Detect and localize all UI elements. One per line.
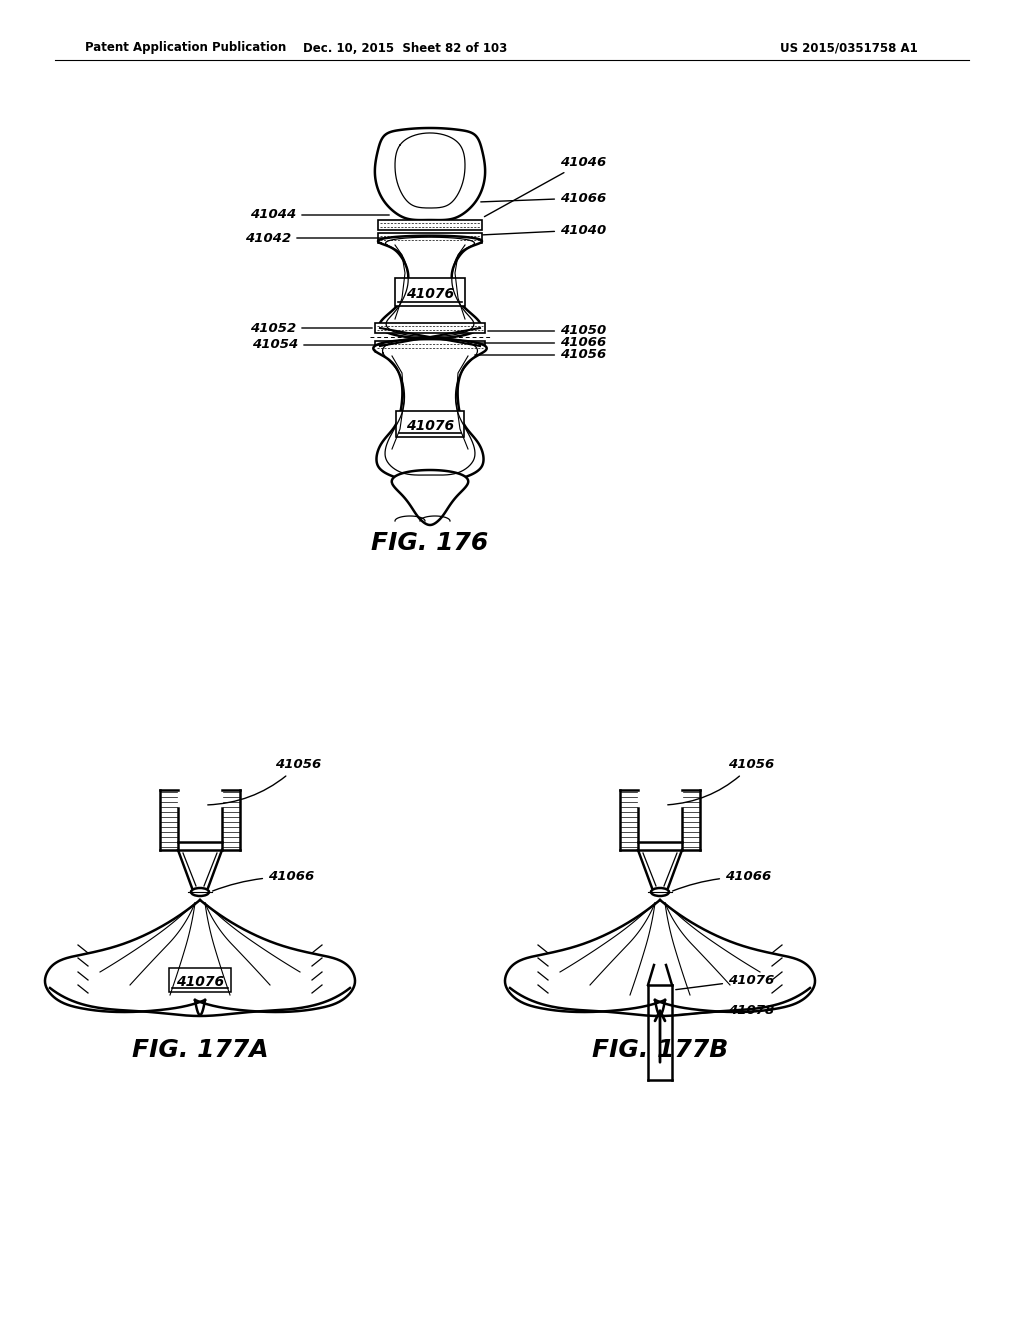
Polygon shape [375, 323, 485, 333]
Ellipse shape [651, 888, 669, 896]
Text: 41076: 41076 [406, 286, 454, 301]
Text: Dec. 10, 2015  Sheet 82 of 103: Dec. 10, 2015 Sheet 82 of 103 [303, 41, 507, 54]
Polygon shape [375, 341, 485, 351]
Text: 41042: 41042 [245, 231, 389, 244]
Text: 41056: 41056 [668, 759, 774, 805]
Text: 41076: 41076 [676, 974, 774, 990]
Text: FIG. 177A: FIG. 177A [132, 1038, 268, 1063]
Text: 41076: 41076 [176, 975, 224, 989]
Polygon shape [378, 236, 482, 338]
Text: 41076: 41076 [406, 418, 454, 433]
FancyBboxPatch shape [169, 968, 231, 993]
Text: 41066: 41066 [475, 337, 606, 350]
Polygon shape [375, 128, 485, 220]
Polygon shape [378, 220, 482, 230]
Text: 41066: 41066 [673, 870, 771, 891]
Text: 41066: 41066 [481, 191, 606, 205]
Text: 41044: 41044 [250, 209, 389, 222]
Text: 41056: 41056 [208, 759, 322, 805]
Text: Patent Application Publication: Patent Application Publication [85, 41, 287, 54]
Polygon shape [374, 339, 486, 483]
Text: 41056: 41056 [475, 348, 606, 362]
Text: 41046: 41046 [484, 156, 606, 216]
Text: FIG. 176: FIG. 176 [372, 531, 488, 554]
FancyBboxPatch shape [396, 411, 464, 437]
Text: 41052: 41052 [250, 322, 373, 334]
Ellipse shape [191, 888, 209, 896]
Text: US 2015/0351758 A1: US 2015/0351758 A1 [780, 41, 918, 54]
Text: 41040: 41040 [482, 223, 606, 236]
Polygon shape [378, 234, 482, 243]
Text: 41050: 41050 [487, 325, 606, 338]
Polygon shape [392, 470, 468, 525]
Text: 41078: 41078 [676, 1003, 774, 1016]
Text: 41054: 41054 [252, 338, 387, 351]
Text: 41066: 41066 [213, 870, 314, 891]
Text: FIG. 177B: FIG. 177B [592, 1038, 728, 1063]
FancyBboxPatch shape [395, 279, 465, 306]
